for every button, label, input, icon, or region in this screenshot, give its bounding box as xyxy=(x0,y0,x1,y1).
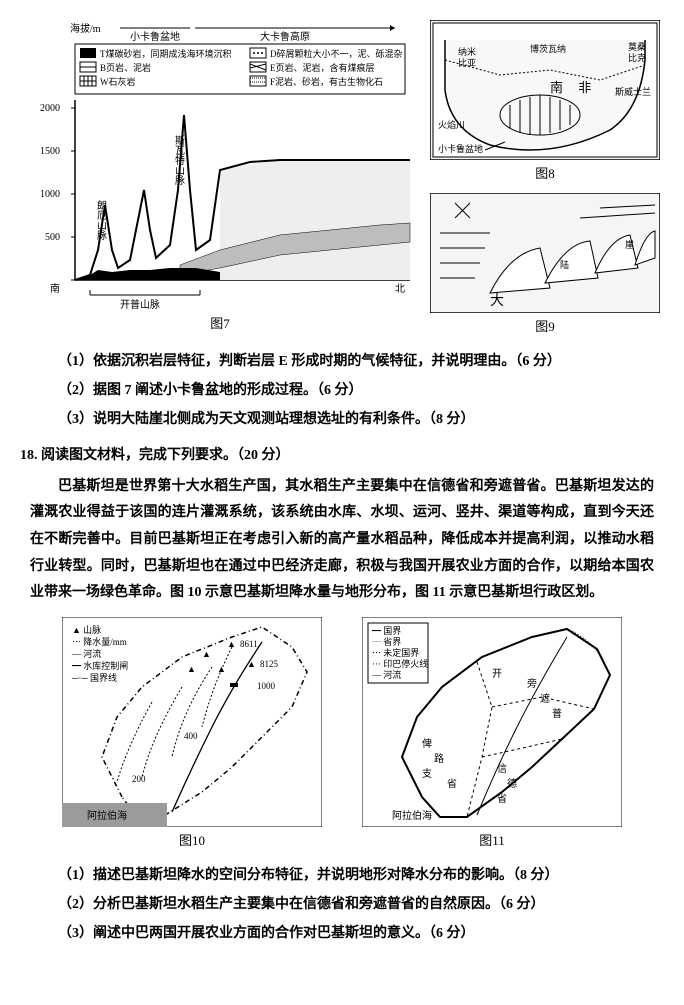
fig11-leg-1: ┄ 省界 xyxy=(372,636,401,647)
legend-F: F泥岩、砂岩，有古生物化石 xyxy=(270,76,383,87)
figure-9: 大 陆 崖 图9 xyxy=(430,193,660,340)
fig10-caption: 图10 xyxy=(62,829,322,854)
fig10-leg-precip: ⋯ 降水量/mm xyxy=(72,636,127,647)
iso-200a: 200 xyxy=(132,774,146,784)
fig9-caption: 图9 xyxy=(430,315,660,340)
label-swartberg: 斯瓦特山脉 xyxy=(173,134,185,185)
fig8-orange: 火焰川 xyxy=(438,119,465,130)
fig9-svg: 大 陆 崖 xyxy=(430,193,660,313)
figure-8: 纳米 比亚 博茨瓦纳 南 非 莫桑 比克 火焰川 小卡鲁盆地 斯威士兰 图8 xyxy=(430,20,660,187)
svg-text:遮: 遮 xyxy=(540,692,550,705)
legend-T: T煤碳砂岩，同期成浅海环境沉积 xyxy=(100,48,232,59)
question-block-1: （1）依据沉积岩层特征，判断岩层 E 形成时期的气候特征，并说明理由。（6 分）… xyxy=(30,349,654,433)
x-north: 北 xyxy=(395,283,405,295)
legend-D: D碎屑颗粒大小不一，泥、砾混杂 xyxy=(270,48,403,59)
peak1-val: 8611 xyxy=(240,639,258,649)
figure-10: ▲ 山脉 ⋯ 降水量/mm — 河流 ━ 水库控制闸 ─·─ 国界线 阿拉伯海 … xyxy=(62,617,322,854)
q18-paragraph: 巴基斯坦是世界第十大水稻生产国，其水稻生产主要集中在信德省和旁遮普省。巴基斯坦发… xyxy=(30,474,654,607)
fig7-ylabel: 海拔/m xyxy=(70,22,101,35)
fig10-leg-dam: ━ 水库控制闸 xyxy=(72,660,128,671)
fig8-namibia: 纳米 xyxy=(458,46,476,57)
prov-pang: 旁 xyxy=(527,677,537,690)
fig8-svg: 纳米 比亚 博茨瓦纳 南 非 莫桑 比克 火焰川 小卡鲁盆地 斯威士兰 xyxy=(430,20,660,160)
q18-sub3: （3）阐述中巴两国开展农业方面的合作对巴基斯坦的意义。（6 分） xyxy=(30,921,654,948)
x-south: 南 xyxy=(50,282,60,295)
q18-sub1: （1）描述巴基斯坦降水的空间分布特征，并说明地形对降水分布的影响。（8 分） xyxy=(30,863,654,890)
fig10-leg-river: — 河流 xyxy=(71,648,101,659)
fig8-swazi: 斯威士兰 xyxy=(615,86,651,97)
fig9-big: 大 xyxy=(490,293,504,309)
figure-11: ━ 国界 ┄ 省界 ⋯ 未定国界 ··· 印巴停火线 — 河流 俾 路 支 省 … xyxy=(362,617,622,854)
fig8-basin: 小卡鲁盆地 xyxy=(438,143,483,154)
fig11-leg-0: ━ 国界 xyxy=(372,626,401,636)
fig8-moz2: 比克 xyxy=(628,52,646,63)
q18-sub2: （2）分析巴基斯坦水稻生产主要集中在信德省和旁遮普省的自然原因。（6 分） xyxy=(30,892,654,919)
svg-text:▲: ▲ xyxy=(202,649,211,659)
fig11-sea: 阿拉伯海 xyxy=(392,809,432,822)
iso-1000: 1000 xyxy=(257,681,276,691)
fig11-leg-3: ··· 印巴停火线 xyxy=(372,658,428,669)
fig9-small: 崖 xyxy=(625,240,634,250)
ytick-2000: 2000 xyxy=(40,103,60,114)
iso-400: 400 xyxy=(184,731,198,741)
label-langberg: 朗厄山脉 xyxy=(95,200,107,240)
figure-7: 海拔/m 小卡鲁盆地 大卡鲁高原 T煤碳砂岩，同期成浅海环境沉积 D碎屑颗粒大小… xyxy=(20,20,420,339)
question-3: （3）说明大陆崖北侧成为天文观测站理想选址的有利条件。（8 分） xyxy=(30,407,654,434)
fig9-mid: 陆 xyxy=(560,259,569,270)
ytick-1000: 1000 xyxy=(40,189,60,200)
svg-text:德: 德 xyxy=(507,777,517,790)
ytick-500: 500 xyxy=(45,232,60,243)
fig7-top-left: 小卡鲁盆地 xyxy=(130,30,180,43)
question-1: （1）依据沉积岩层特征，判断岩层 E 形成时期的气候特征，并说明理由。（6 分） xyxy=(30,349,654,376)
fig8-sa: 南 非 xyxy=(550,80,597,95)
svg-text:省: 省 xyxy=(497,792,507,805)
question-block-2: （1）描述巴基斯坦降水的空间分布特征，并说明地形对降水分布的影响。（8 分） （… xyxy=(30,863,654,947)
fig11-leg-4: — 河流 xyxy=(371,669,401,680)
fig8-caption: 图8 xyxy=(430,162,660,187)
fig10-leg-mtn: ▲ 山脉 xyxy=(72,624,101,635)
fig7-caption: 图7 xyxy=(20,312,420,337)
prov-balu: 俾 xyxy=(422,737,432,750)
fig8-botswana: 博茨瓦纳 xyxy=(530,43,566,54)
fig11-svg: ━ 国界 ┄ 省界 ⋯ 未定国界 ··· 印巴停火线 — 河流 俾 路 支 省 … xyxy=(362,617,622,827)
legend-E: E页岩、泥岩，含有煤痕层 xyxy=(270,62,375,73)
q18-head: 18. 阅读图文材料，完成下列要求。（20 分） xyxy=(20,443,664,470)
fig10-sea: 阿拉伯海 xyxy=(87,809,127,822)
fig8-moz: 莫桑 xyxy=(628,41,646,52)
fig10-svg: ▲ 山脉 ⋯ 降水量/mm — 河流 ━ 水库控制闸 ─·─ 国界线 阿拉伯海 … xyxy=(62,617,322,827)
fig7-top-right: 大卡鲁高原 xyxy=(260,30,310,43)
svg-text:▲: ▲ xyxy=(187,664,196,674)
svg-text:路: 路 xyxy=(434,752,444,765)
svg-text:支: 支 xyxy=(422,768,432,780)
label-kaipu: 开普山脉 xyxy=(120,298,160,310)
fig11-leg-2: ⋯ 未定国界 xyxy=(372,647,419,658)
legend-W: W石灰岩 xyxy=(100,76,136,87)
fig7-svg: 海拔/m 小卡鲁盆地 大卡鲁高原 T煤碳砂岩，同期成浅海环境沉积 D碎屑颗粒大小… xyxy=(20,20,420,310)
prov-kpk: 开 xyxy=(492,669,502,680)
fig8-namibia2: 比亚 xyxy=(458,57,476,68)
svg-text:普: 普 xyxy=(552,707,562,720)
fig11-caption: 图11 xyxy=(362,829,622,854)
ytick-1500: 1500 xyxy=(40,146,60,157)
svg-text:省: 省 xyxy=(447,777,457,790)
peak2-val: 8125 xyxy=(260,659,279,669)
question-2: （2）据图 7 阐述小卡鲁盆地的形成过程。（6 分） xyxy=(30,378,654,405)
legend-B: B页岩、泥岩 xyxy=(100,62,151,73)
fig10-leg-border: ─·─ 国界线 xyxy=(71,672,117,683)
